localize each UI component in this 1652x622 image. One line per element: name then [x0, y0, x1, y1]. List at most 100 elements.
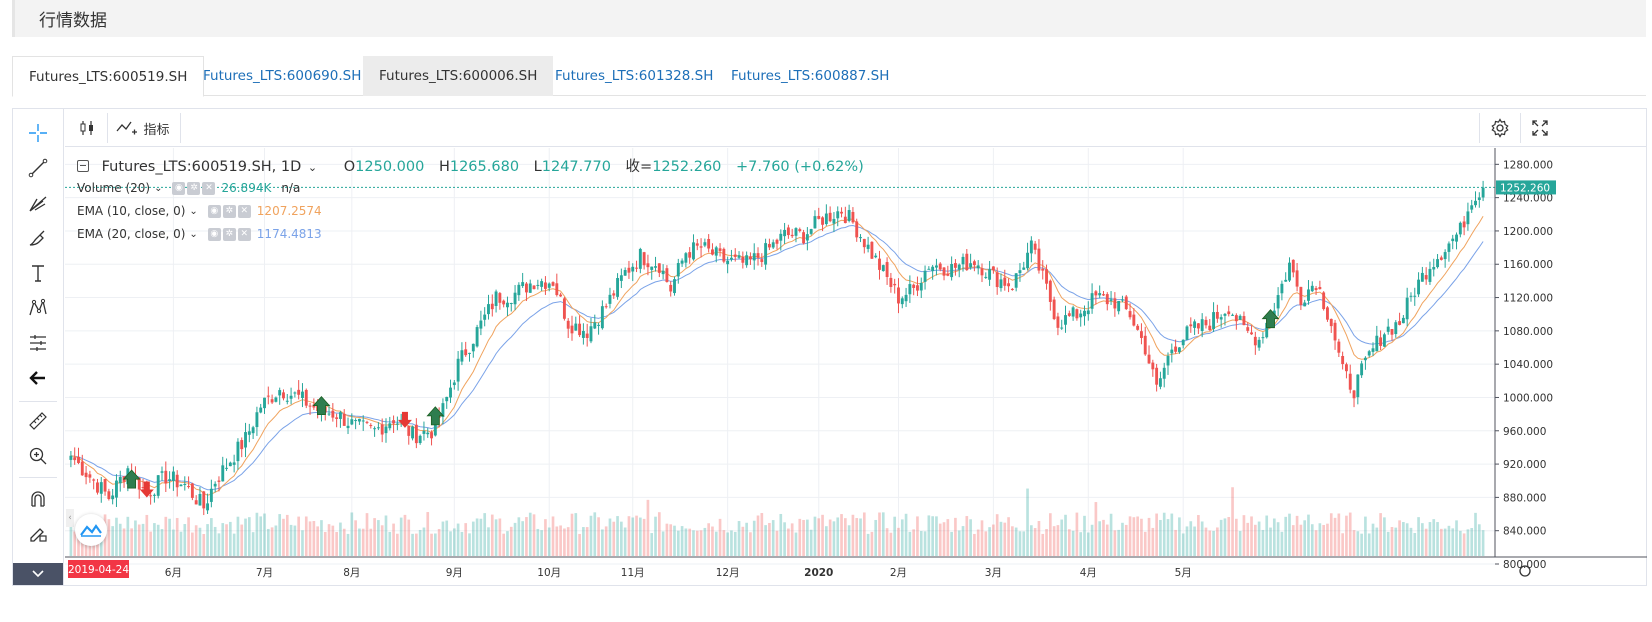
candle: [1204, 319, 1208, 326]
tab-600690[interactable]: Futures_LTS:600690.SH: [203, 68, 362, 84]
eye-icon[interactable]: ◉: [207, 204, 221, 218]
ruler-icon[interactable]: [21, 405, 55, 437]
candle: [547, 283, 551, 288]
chevron-down-icon[interactable]: ⌄: [189, 205, 198, 217]
lock-pencil-icon[interactable]: [21, 517, 55, 549]
candle: [1250, 332, 1253, 335]
toolbar-more-icon[interactable]: [13, 563, 63, 585]
indicator-ema10[interactable]: EMA (10, close, 0) ⌄ ◉ ✲ ✕ 1207.2574: [77, 204, 322, 218]
candle: [92, 479, 96, 481]
candle: [1105, 294, 1109, 305]
eye-icon[interactable]: ◉: [172, 181, 186, 195]
volume-bar: [528, 512, 532, 556]
candle: [282, 392, 285, 399]
close-icon[interactable]: ✕: [237, 204, 251, 218]
candle: [1337, 341, 1341, 353]
candle-type-icon[interactable]: [75, 109, 99, 147]
gear-icon[interactable]: ✲: [187, 181, 201, 195]
legend-collapse-icon[interactable]: [77, 160, 89, 172]
candle: [266, 395, 270, 397]
chevron-down-icon[interactable]: ⌄: [154, 182, 163, 194]
volume-bar: [540, 530, 543, 556]
tab-600006[interactable]: Futures_LTS:600006.SH: [363, 56, 554, 96]
volume-bar: [1189, 521, 1193, 556]
back-arrow-icon[interactable]: [21, 362, 55, 394]
tab-600519[interactable]: Futures_LTS:600519.SH: [12, 56, 205, 97]
candle: [574, 323, 578, 331]
volume-bar: [1128, 516, 1132, 556]
magnet-icon[interactable]: [21, 483, 55, 515]
candle: [870, 241, 874, 259]
interval-chevron-icon[interactable]: ⌄: [307, 161, 318, 174]
volume-bar: [1367, 533, 1371, 556]
gear-icon[interactable]: ✲: [222, 227, 236, 241]
candle: [646, 263, 650, 268]
close-icon[interactable]: ✕: [202, 181, 216, 195]
candle: [517, 284, 521, 296]
candle: [786, 227, 790, 236]
candle: [692, 242, 695, 260]
candle: [236, 441, 240, 462]
zoom-in-icon[interactable]: [21, 440, 55, 472]
volume-bar: [722, 530, 726, 556]
prediction-icon[interactable]: [21, 327, 55, 359]
volume-bar: [1026, 488, 1029, 556]
tradingview-logo-icon[interactable]: [75, 514, 107, 546]
chevron-down-icon[interactable]: ⌄: [189, 228, 198, 240]
volume-bar: [1466, 529, 1470, 556]
volume-bar: [976, 529, 980, 556]
candle: [1246, 327, 1250, 331]
volume-bar: [471, 521, 475, 556]
candle: [555, 283, 559, 296]
crosshair-icon[interactable]: [21, 117, 55, 149]
legend-open: 1250.000: [355, 159, 425, 175]
volume-bar: [365, 513, 369, 556]
settings-icon[interactable]: [1485, 109, 1515, 147]
candle: [916, 285, 919, 291]
volume-bar: [665, 523, 669, 556]
legend-symbol[interactable]: Futures_LTS:600519.SH, 1D: [101, 159, 302, 175]
pattern-icon[interactable]: [21, 292, 55, 324]
volume-bar: [1166, 519, 1170, 556]
volume-bar: [513, 522, 517, 556]
indicators-button[interactable]: 指标: [113, 109, 173, 147]
close-icon[interactable]: ✕: [237, 227, 251, 241]
axis-settings-icon[interactable]: [1519, 565, 1531, 577]
volume-bar: [1341, 533, 1344, 556]
candle: [756, 253, 760, 258]
volume-bar: [107, 519, 111, 556]
indicator-volume[interactable]: Volume (20) ⌄ ◉ ✲ ✕ 26.894K n/a: [77, 181, 300, 195]
volume-bar: [1428, 522, 1432, 556]
candle: [972, 261, 976, 266]
tab-601328[interactable]: Futures_LTS:601328.SH: [555, 68, 714, 84]
legend-low-label: L: [533, 159, 542, 175]
price-chart[interactable]: 1280.000 1240.000 1200.000 1160.000 1120.000…: [65, 148, 1647, 585]
candle: [301, 391, 304, 398]
candle: [938, 263, 942, 270]
eye-icon[interactable]: ◉: [207, 227, 221, 241]
volume-bar: [1375, 527, 1379, 556]
candle: [452, 382, 456, 386]
candle: [999, 279, 1003, 289]
text-tool-icon[interactable]: [21, 257, 55, 289]
candle: [1060, 327, 1064, 329]
ema20-line: [70, 224, 1484, 491]
indicator-ema20[interactable]: EMA (20, close, 0) ⌄ ◉ ✲ ✕ 1174.4813: [77, 227, 322, 241]
gear-icon[interactable]: ✲: [222, 204, 236, 218]
candle: [525, 283, 528, 293]
candle: [730, 257, 733, 260]
fullscreen-icon[interactable]: [1525, 109, 1555, 147]
trend-line-icon[interactable]: [21, 152, 55, 184]
gann-fan-icon[interactable]: [21, 187, 55, 219]
candle: [285, 400, 289, 402]
volume-bar: [916, 516, 919, 556]
candle: [676, 263, 680, 277]
volume-bar: [1409, 527, 1413, 556]
candle: [866, 244, 870, 249]
tab-600887[interactable]: Futures_LTS:600887.SH: [731, 68, 890, 84]
candle: [855, 221, 859, 238]
brush-icon[interactable]: [21, 222, 55, 254]
volume-bar: [1322, 524, 1325, 556]
candle: [984, 276, 988, 278]
panel-collapse-handle[interactable]: ‹: [66, 509, 74, 527]
